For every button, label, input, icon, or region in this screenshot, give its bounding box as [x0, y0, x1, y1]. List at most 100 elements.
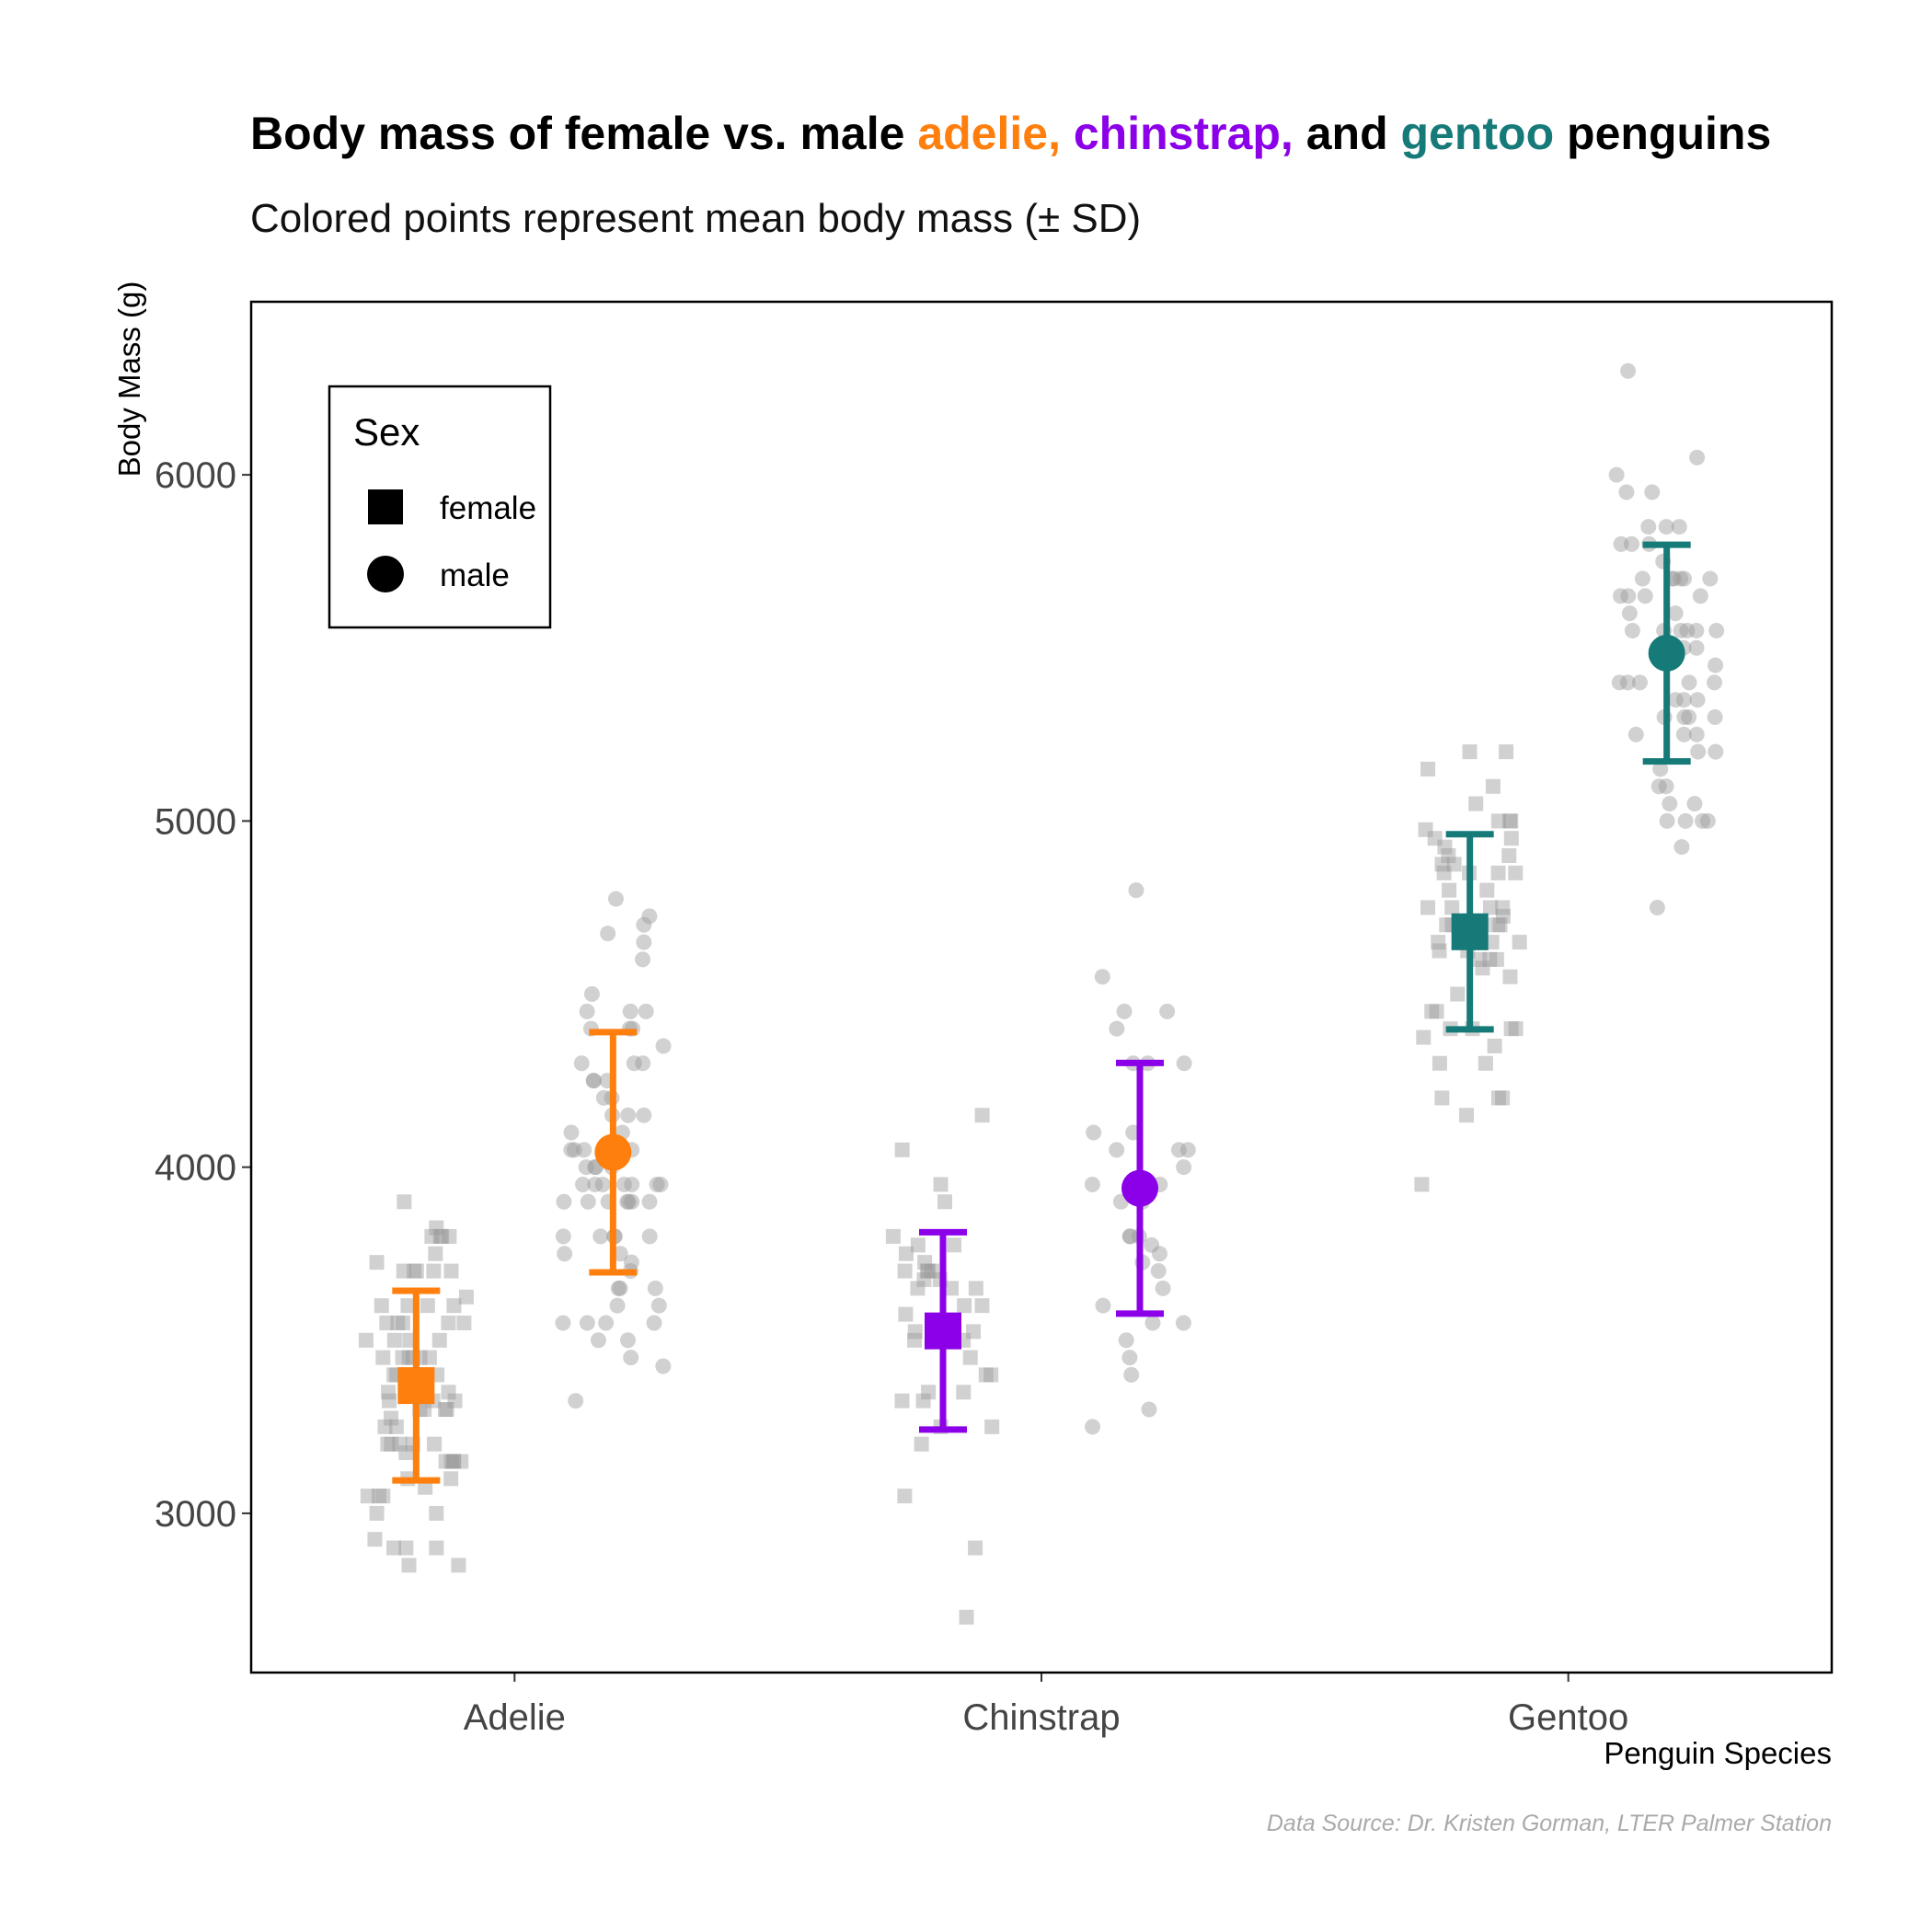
raw-point-male: [1658, 519, 1674, 535]
raw-point-female: [431, 1332, 447, 1348]
raw-point-male: [1673, 839, 1690, 856]
raw-point-female: [1424, 1004, 1440, 1019]
plot-panel-border: [249, 300, 1834, 1674]
raw-point-female: [968, 1281, 983, 1296]
raw-point-male: [1688, 622, 1705, 638]
raw-point-male: [649, 1176, 665, 1192]
raw-point-female: [907, 1324, 923, 1340]
title-segment: [1061, 108, 1074, 159]
raw-point-male: [641, 1228, 658, 1245]
raw-point-female: [916, 1271, 932, 1287]
raw-point-male: [1608, 466, 1625, 483]
raw-point-male: [1652, 761, 1669, 777]
y-tick-label: 4000: [155, 1148, 236, 1189]
raw-point-female: [1462, 744, 1478, 760]
title-segment: adelie,: [917, 108, 1061, 159]
raw-point-male: [1681, 709, 1697, 726]
raw-point-male: [636, 1107, 652, 1123]
raw-point-female: [1429, 1004, 1444, 1019]
raw-point-male: [650, 1297, 667, 1314]
raw-point-female: [1512, 935, 1527, 950]
raw-point-female: [429, 1540, 444, 1556]
raw-point-female: [377, 1419, 393, 1434]
raw-point-female: [921, 1385, 937, 1400]
raw-point-male: [1084, 1176, 1100, 1192]
raw-point-female: [390, 1315, 406, 1330]
raw-point-male: [1611, 674, 1627, 691]
data-source-caption: Data Source: Dr. Kristen Gorman, LTER Pa…: [1267, 1811, 1832, 1836]
raw-point-female: [894, 1142, 910, 1157]
raw-point-male: [1689, 692, 1706, 708]
raw-point-female: [427, 1436, 443, 1452]
mean-point-male: [594, 1133, 632, 1171]
mean-point-female: [397, 1367, 435, 1405]
raw-point-male: [575, 1176, 592, 1192]
raw-point-female: [1501, 848, 1517, 864]
raw-point-male: [563, 1124, 580, 1141]
raw-point-female: [956, 1385, 972, 1400]
raw-point-male: [1676, 570, 1693, 587]
raw-point-male: [1621, 605, 1638, 622]
raw-point-male: [579, 1003, 595, 1019]
raw-point-male: [1707, 709, 1723, 726]
raw-point-female: [915, 1393, 931, 1409]
raw-point-female: [1459, 1108, 1475, 1123]
raw-point-male: [1121, 1350, 1138, 1366]
raw-point-male: [578, 1159, 594, 1176]
raw-point-female: [441, 1385, 456, 1400]
raw-point-male: [609, 1297, 626, 1314]
title-segment: gentoo: [1401, 108, 1555, 159]
mean-point-male: [1121, 1169, 1158, 1207]
raw-point-female: [1432, 943, 1447, 959]
raw-point-male: [622, 1003, 638, 1019]
raw-point-female: [379, 1315, 395, 1330]
raw-point-female: [446, 1454, 462, 1469]
raw-point-female: [1479, 882, 1495, 898]
raw-point-female: [442, 1228, 457, 1244]
title-segment: penguins: [1554, 108, 1771, 159]
raw-point-male: [1677, 812, 1694, 829]
raw-point-female: [446, 1298, 462, 1314]
raw-point-female: [358, 1332, 374, 1348]
raw-point-male: [1619, 674, 1636, 691]
raw-point-male: [1679, 622, 1696, 638]
x-tick-label: Gentoo: [1508, 1697, 1628, 1738]
raw-point-male: [1176, 1159, 1192, 1176]
raw-point-male: [1159, 1003, 1176, 1019]
raw-point-male: [1707, 674, 1723, 691]
raw-point-female: [1444, 900, 1460, 915]
raw-point-female: [1478, 1055, 1493, 1071]
raw-point-male: [1675, 726, 1692, 742]
raw-point-male: [1179, 1142, 1196, 1158]
raw-point-female: [1437, 839, 1453, 855]
raw-point-male: [652, 1176, 669, 1192]
raw-point-male: [1170, 1142, 1187, 1158]
raw-point-female: [1499, 744, 1514, 760]
raw-point-male: [626, 1055, 642, 1072]
raw-point-female: [897, 1263, 913, 1279]
raw-point-male: [655, 1038, 672, 1054]
raw-point-male: [1640, 519, 1657, 535]
raw-point-male: [568, 1393, 584, 1409]
raw-point-female: [959, 1609, 974, 1625]
raw-point-female: [401, 1558, 417, 1573]
raw-point-female: [369, 1505, 385, 1521]
raw-point-male: [1624, 535, 1640, 552]
raw-point-male: [576, 1142, 592, 1158]
raw-point-male: [1109, 1142, 1125, 1158]
raw-point-male: [1644, 484, 1661, 500]
raw-point-female: [1489, 917, 1505, 933]
raw-point-male: [1692, 588, 1708, 604]
raw-point-female: [443, 1263, 459, 1279]
raw-point-male: [1116, 1003, 1133, 1019]
raw-point-female: [369, 1255, 385, 1271]
raw-point-female: [429, 1220, 444, 1236]
raw-point-female: [401, 1350, 417, 1365]
raw-point-female: [371, 1489, 386, 1504]
raw-point-female: [974, 1108, 990, 1123]
raw-point-male: [620, 1107, 637, 1123]
raw-point-female: [395, 1315, 410, 1330]
raw-point-male: [1155, 1280, 1171, 1296]
raw-point-female: [1490, 865, 1506, 880]
